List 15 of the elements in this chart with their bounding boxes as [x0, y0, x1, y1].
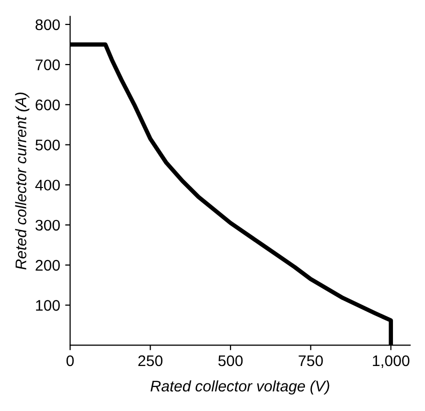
x-tick-label: 250 [138, 355, 162, 366]
y-tick-label: 400 [35, 180, 60, 191]
x-tick-label: 1,000 [372, 355, 410, 368]
x-axis-title: Rated collector voltage (V) [150, 380, 330, 395]
x-tick-label: 750 [298, 355, 323, 366]
x-tick-label: 500 [218, 355, 243, 366]
x-tick-label: 0 [66, 355, 74, 366]
y-tick-label: 700 [36, 59, 60, 70]
y-tick-label: 100 [36, 300, 60, 311]
y-tick-label: 200 [36, 260, 60, 271]
y-tick-label: 500 [36, 140, 60, 150]
y-tick-label: 300 [36, 220, 60, 231]
y-axis-title: Reted collector current (A) [15, 92, 30, 270]
y-tick-label: 600 [36, 100, 60, 110]
y-tick-label: 800 [36, 19, 60, 30]
